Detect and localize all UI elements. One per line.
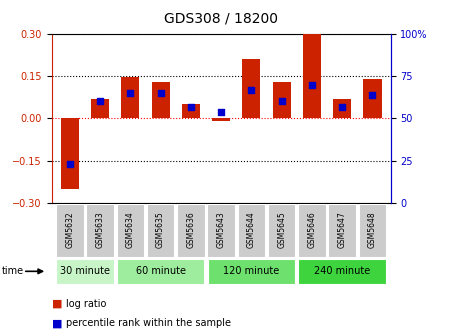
Point (66, 162, 73, 167)
Bar (268, 204, 295, 257)
Bar (151, 82, 170, 119)
Bar (363, 79, 382, 119)
Point (369, 92, 376, 97)
Point (218, 109, 225, 114)
Bar (56, 204, 84, 257)
Point (339, 104, 346, 109)
Text: GSM5645: GSM5645 (277, 211, 286, 248)
Bar (298, 204, 326, 257)
Text: GSM5643: GSM5643 (216, 211, 226, 248)
Bar (56, 259, 114, 284)
Text: GDS308 / 18200: GDS308 / 18200 (164, 11, 278, 25)
Text: GSM5648: GSM5648 (368, 211, 377, 248)
Point (157, 90, 164, 96)
Text: GSM5633: GSM5633 (96, 211, 105, 248)
Bar (121, 77, 139, 119)
Bar (333, 99, 351, 119)
Text: time: time (2, 266, 24, 276)
Text: ■: ■ (52, 318, 62, 328)
Bar (207, 204, 235, 257)
Text: 240 minute: 240 minute (314, 266, 370, 276)
Text: GSM5632: GSM5632 (65, 211, 74, 248)
Bar (212, 119, 230, 121)
Text: GSM5636: GSM5636 (186, 211, 195, 248)
Text: ■: ■ (52, 299, 62, 309)
Bar (303, 34, 321, 119)
Text: GSM5646: GSM5646 (308, 211, 317, 248)
Text: 30 minute: 30 minute (60, 266, 110, 276)
Bar (182, 104, 200, 119)
Text: 120 minute: 120 minute (223, 266, 280, 276)
Point (127, 90, 134, 96)
Bar (242, 59, 260, 119)
Bar (328, 204, 356, 257)
Bar (273, 82, 291, 119)
Bar (117, 259, 204, 284)
Text: percentile rank within the sample: percentile rank within the sample (66, 318, 231, 328)
Text: GSM5647: GSM5647 (338, 211, 347, 248)
Text: GSM5635: GSM5635 (156, 211, 165, 248)
Bar (238, 204, 265, 257)
Point (278, 99, 285, 104)
Bar (298, 259, 386, 284)
Point (308, 82, 316, 87)
Bar (91, 99, 109, 119)
Text: GSM5644: GSM5644 (247, 211, 256, 248)
Bar (207, 259, 295, 284)
Point (97, 99, 104, 104)
Text: GSM5634: GSM5634 (126, 211, 135, 248)
Bar (147, 204, 174, 257)
Text: log ratio: log ratio (66, 299, 107, 309)
Bar (61, 119, 79, 189)
Point (187, 104, 194, 109)
Point (248, 87, 255, 92)
Bar (359, 204, 386, 257)
Text: 60 minute: 60 minute (136, 266, 185, 276)
Bar (117, 204, 144, 257)
Bar (86, 204, 114, 257)
Bar (177, 204, 205, 257)
